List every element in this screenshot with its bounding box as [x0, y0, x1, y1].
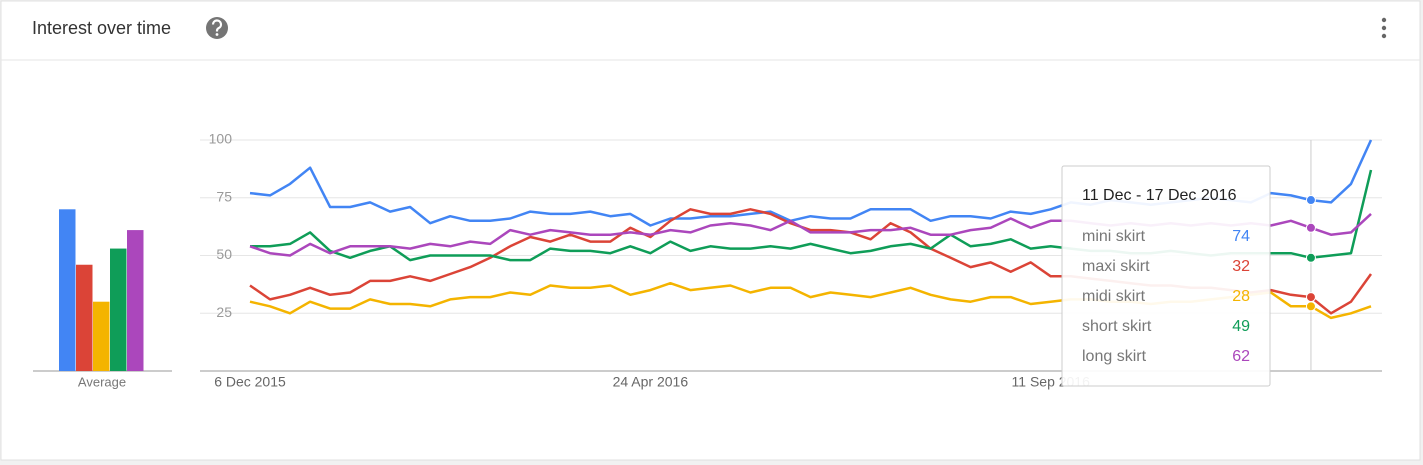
average-bar [93, 301, 110, 371]
x-tick-label: 24 Apr 2016 [613, 374, 689, 390]
average-label: Average [78, 374, 126, 389]
tooltip-name: short skirt [1082, 318, 1152, 335]
chart-title: Interest over time [32, 18, 171, 38]
menu-dot[interactable] [1381, 17, 1387, 23]
average-bar [127, 230, 144, 371]
help-dot[interactable] [215, 33, 219, 36]
hover-dot [1305, 222, 1316, 233]
menu-icon[interactable] [1381, 17, 1387, 39]
tooltip-value: 32 [1232, 258, 1250, 275]
y-tick-label: 75 [216, 188, 232, 204]
tooltip-name: long skirt [1082, 348, 1147, 365]
hover-dot [1305, 195, 1316, 206]
hover-dot [1305, 252, 1316, 263]
average-bar [59, 209, 76, 371]
x-tick-label: 6 Dec 2015 [214, 374, 286, 390]
tooltip-value: 74 [1232, 228, 1250, 245]
tooltip-name: mini skirt [1082, 228, 1146, 245]
help-icon[interactable] [206, 17, 228, 39]
tooltip: 11 Dec - 17 Dec 2016 mini skirt 74 maxi ski… [1061, 165, 1271, 387]
tooltip-value: 62 [1232, 348, 1250, 365]
y-tick-label: 100 [209, 131, 233, 147]
y-tick-label: 25 [216, 304, 232, 320]
average-bar [110, 248, 127, 371]
hover-dot [1305, 301, 1316, 312]
menu-dot[interactable] [1381, 25, 1387, 31]
tooltip-title: 11 Dec - 17 Dec 2016 [1082, 187, 1237, 204]
y-tick-label: 50 [216, 246, 232, 262]
tooltip-name: midi skirt [1082, 288, 1146, 305]
hover-dot [1305, 292, 1316, 303]
tooltip-box [1061, 165, 1271, 387]
menu-dot[interactable] [1381, 33, 1387, 39]
average-bar [76, 264, 93, 371]
tooltip-name: maxi skirt [1082, 258, 1150, 275]
help-glyph[interactable] [211, 19, 223, 32]
tooltip-value: 49 [1232, 318, 1250, 335]
tooltip-value: 28 [1232, 288, 1250, 305]
